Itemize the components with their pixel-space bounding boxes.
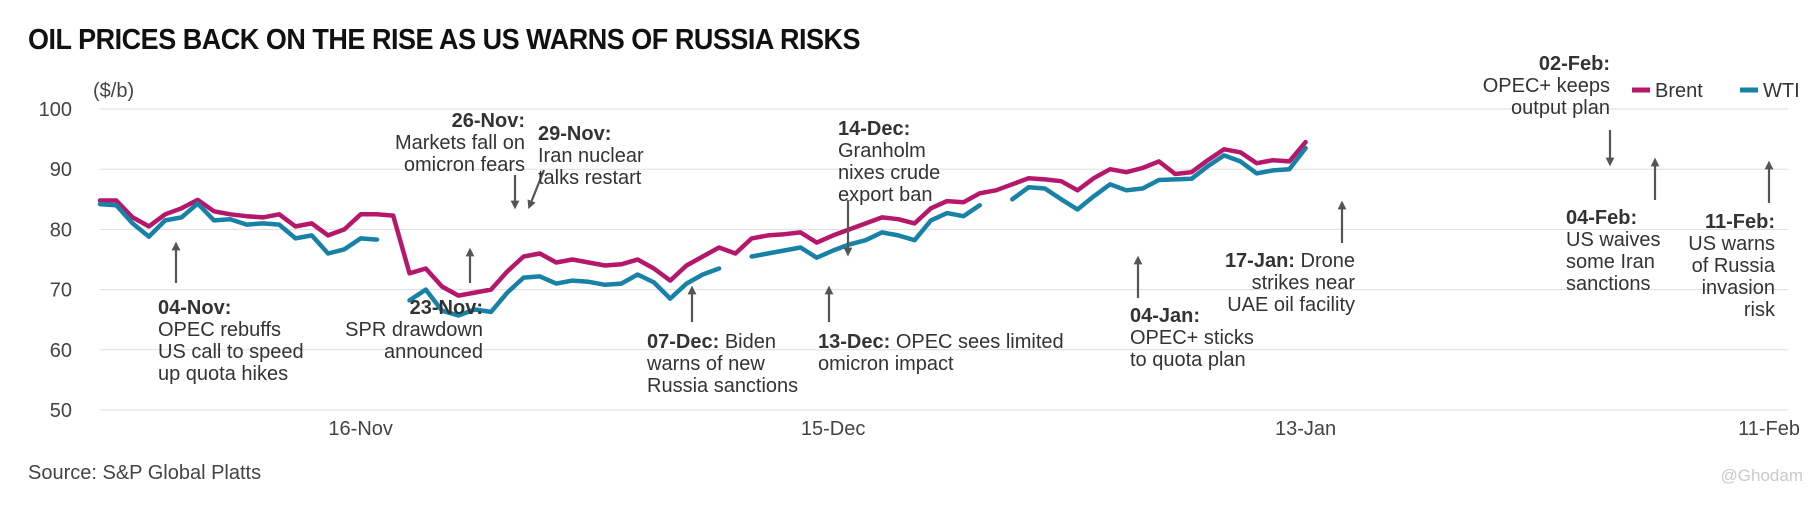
x-tick-label: 11-Feb: [1738, 418, 1800, 440]
annotation-text: 14-Dec: Granholm nixes crude export ban: [838, 118, 940, 206]
annotation-text: 29-Nov: Iran nuclear talks restart: [538, 123, 644, 189]
y-tick-label: 90: [50, 159, 72, 181]
oil-price-chart: 50 60 70 80 90 100 16-Nov 15-Dec 13-Jan 11-Feb (…: [39, 53, 1800, 440]
annotation-line: risk: [1744, 299, 1776, 321]
series-lines: [97, 139, 1308, 318]
annotation-line: up quota hikes: [158, 363, 288, 385]
annotation-line: strikes near: [1252, 272, 1356, 294]
y-tick-label: 70: [50, 280, 72, 302]
series-line-wti: [97, 145, 1308, 318]
annotation: 04-Feb: US waives some Iran sanctions: [1566, 157, 1660, 295]
annotation-date: 07-Dec:: [647, 331, 719, 353]
annotation-line: talks restart: [538, 167, 642, 189]
annotation-line: to quota plan: [1130, 349, 1246, 371]
x-axis-ticks: 16-Nov 15-Dec 13-Jan 11-Feb: [328, 418, 1800, 440]
annotation: 02-Feb: OPEC+ keeps output plan: [1483, 53, 1615, 167]
annotation-line: Granholm: [838, 140, 926, 162]
annotation-line: nixes crude: [838, 162, 940, 184]
y-axis-ticks: 50 60 70 80 90 100: [39, 99, 72, 422]
annotation-line: US call to speed: [158, 341, 304, 363]
annotation-line: OPEC rebuffs: [158, 319, 281, 341]
annotation: 26-Nov: Markets fall on omicron fears: [395, 110, 525, 210]
annotation-line: US warns: [1688, 233, 1775, 255]
annotation-line: OPEC sees limited: [890, 331, 1063, 353]
annotation-date: 11-Feb:: [1705, 211, 1775, 233]
y-axis-label: ($/b): [93, 80, 134, 102]
annotation-line: omicron impact: [818, 353, 954, 375]
series-line-brent: [97, 139, 1308, 298]
annotation-date: 04-Feb:: [1566, 207, 1637, 229]
annotations: 04-Nov: OPEC rebuffs US call to speed up qu…: [158, 53, 1776, 397]
annotation: 14-Dec: Granholm nixes crude export ban: [838, 118, 940, 257]
annotation-line: invasion: [1702, 277, 1775, 299]
annotation: 13-Dec: OPEC sees limited omicron impact: [818, 285, 1064, 375]
annotation-date: 23-Nov:: [410, 297, 483, 319]
annotation-line: export ban: [838, 184, 933, 206]
annotation: 23-Nov: SPR drawdown announced: [345, 247, 483, 363]
annotation-line: Drone: [1295, 250, 1355, 272]
annotation-line: OPEC+ sticks: [1130, 327, 1254, 349]
legend-item-wti: WTI: [1740, 80, 1800, 102]
annotation-text: 11-Feb: US warns of Russia invasion risk: [1688, 211, 1776, 321]
annotation-line: warns of new: [646, 353, 765, 375]
annotation-line: of Russia: [1692, 255, 1776, 277]
x-tick-label: 13-Jan: [1275, 418, 1336, 440]
y-tick-label: 60: [50, 340, 72, 362]
annotation-line: some Iran: [1566, 251, 1655, 273]
annotation-text: 26-Nov: Markets fall on omicron fears: [395, 110, 525, 176]
watermark: @Ghodam: [1720, 466, 1803, 485]
legend-item-brent: Brent: [1632, 80, 1703, 102]
annotation-line: output plan: [1511, 97, 1610, 119]
legend: Brent WTI: [1632, 80, 1800, 102]
x-tick-label: 16-Nov: [328, 418, 392, 440]
annotation-date: 17-Jan:: [1225, 250, 1295, 272]
annotation-line: OPEC+ keeps: [1483, 75, 1610, 97]
annotation-line: Markets fall on: [395, 132, 525, 154]
annotation: 29-Nov: Iran nuclear talks restart: [527, 123, 644, 210]
annotation-text: 07-Dec: Biden warns of new Russia sanction…: [646, 331, 798, 397]
annotation-date: 13-Dec:: [818, 331, 890, 353]
gridlines: [100, 108, 1788, 411]
annotation-line: omicron fears: [404, 154, 525, 176]
annotation-arrow: [527, 169, 546, 210]
y-tick-label: 80: [50, 219, 72, 241]
annotation-line: sanctions: [1566, 273, 1651, 295]
source-note: Source: S&P Global Platts: [28, 462, 262, 484]
annotation: 04-Nov: OPEC rebuffs US call to speed up qu…: [158, 241, 304, 385]
annotation-line: UAE oil facility: [1227, 294, 1355, 316]
annotation-date: 29-Nov:: [538, 123, 611, 145]
annotation: 17-Jan: Drone strikes near UAE oil facilit…: [1225, 200, 1355, 316]
annotation-text: 04-Nov: OPEC rebuffs US call to speed up qu…: [158, 297, 304, 385]
annotation: 07-Dec: Biden warns of new Russia sanction…: [646, 285, 798, 397]
annotation-line: Russia sanctions: [647, 375, 798, 397]
annotation-line: Iran nuclear: [538, 145, 644, 167]
annotation-date: 14-Dec:: [838, 118, 910, 140]
annotation-date: 26-Nov:: [452, 110, 525, 132]
annotation: 11-Feb: US warns of Russia invasion risk: [1688, 160, 1776, 321]
annotation-text: 13-Dec: OPEC sees limited omicron impact: [818, 331, 1064, 375]
annotation: 04-Jan: OPEC+ sticks to quota plan: [1130, 255, 1254, 371]
y-tick-label: 50: [50, 400, 72, 422]
legend-label: Brent: [1655, 80, 1703, 102]
annotation-line: SPR drawdown: [345, 319, 483, 341]
x-tick-label: 15-Dec: [801, 418, 865, 440]
annotation-text: 04-Jan: OPEC+ sticks to quota plan: [1130, 305, 1254, 371]
annotation-line: Biden: [719, 331, 776, 353]
annotation-line: US waives: [1566, 229, 1660, 251]
annotation-date: 04-Jan:: [1130, 305, 1200, 327]
annotation-text: 17-Jan: Drone strikes near UAE oil facilit…: [1225, 250, 1355, 316]
annotation-date: 02-Feb:: [1539, 53, 1610, 75]
annotation-line: announced: [384, 341, 483, 363]
annotation-date: 04-Nov:: [158, 297, 231, 319]
legend-label: WTI: [1763, 80, 1800, 102]
chart-title: OIL PRICES BACK ON THE RISE AS US WARNS …: [28, 24, 861, 56]
y-tick-label: 100: [39, 99, 72, 121]
annotation-text: 02-Feb: OPEC+ keeps output plan: [1483, 53, 1610, 119]
annotation-text: 23-Nov: SPR drawdown announced: [345, 297, 483, 363]
annotation-text: 04-Feb: US waives some Iran sanctions: [1566, 207, 1660, 295]
